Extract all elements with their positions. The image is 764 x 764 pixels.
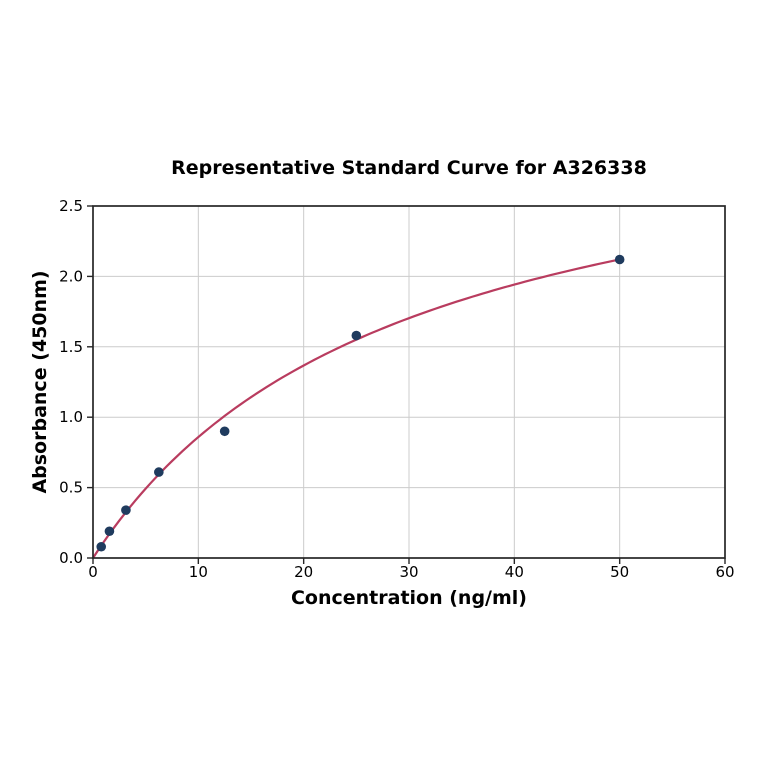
x-tick-label: 60 [715,563,734,581]
y-tick-label: 0.5 [59,479,83,497]
chart-title: Representative Standard Curve for A32633… [171,157,647,179]
x-tick-label: 40 [505,563,524,581]
y-tick-label: 2.5 [59,197,83,215]
x-axis-label: Concentration (ng/ml) [290,587,527,609]
y-tick-label: 0.0 [59,549,83,567]
data-point [96,541,107,552]
y-tick-label: 1.5 [59,338,83,356]
y-tick-label: 1.0 [59,408,83,426]
data-point [351,330,362,341]
x-tick-label: 30 [399,563,418,581]
data-point [104,526,115,537]
data-point [154,467,164,477]
x-tick-label: 0 [88,563,98,581]
data-point [614,254,625,265]
data-point [219,426,230,437]
x-tick-label: 10 [189,563,208,581]
data-point [121,505,131,515]
x-tick-label: 50 [610,563,629,581]
x-tick-label: 20 [294,563,313,581]
fit-curve-line [91,258,621,560]
y-tick-label: 2.0 [59,267,83,285]
